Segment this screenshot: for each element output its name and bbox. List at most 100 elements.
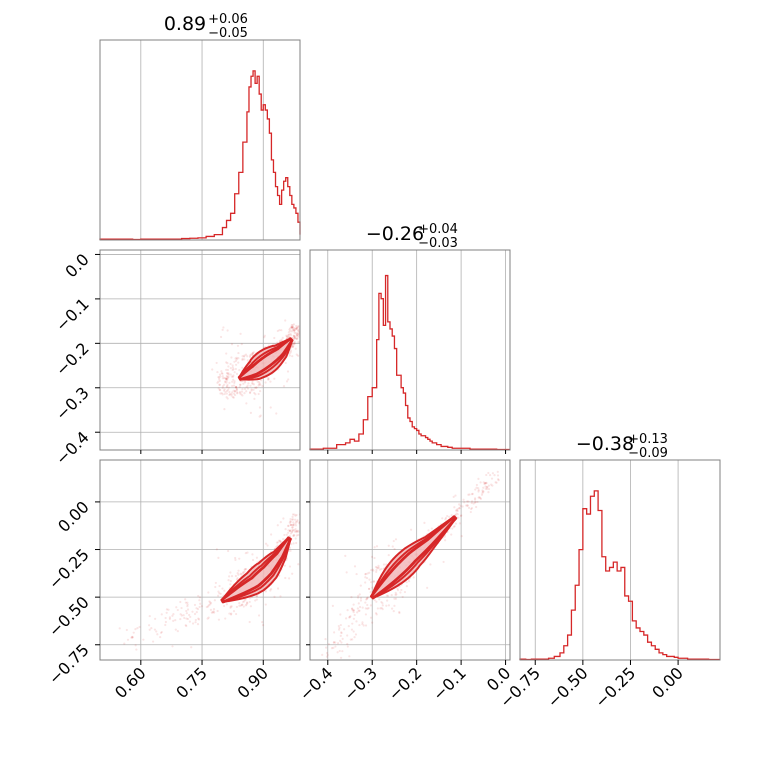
scatter-point bbox=[364, 581, 367, 584]
scatter-point bbox=[470, 507, 474, 510]
scatter-point bbox=[286, 335, 289, 339]
scatter-point bbox=[332, 641, 335, 644]
scatter-point bbox=[292, 344, 295, 347]
scatter-point bbox=[350, 628, 354, 631]
scatter-point bbox=[345, 571, 348, 574]
scatter-point bbox=[370, 568, 373, 572]
scatter-point bbox=[371, 568, 374, 571]
scatter-point bbox=[497, 479, 500, 482]
scatter-point bbox=[193, 612, 197, 616]
scatter-point bbox=[487, 484, 490, 487]
hist-panel-p1: 0.89 +0.06−0.05 bbox=[99, 12, 301, 241]
scatter-point bbox=[276, 329, 279, 333]
scatter-point bbox=[238, 390, 242, 394]
scatter-point bbox=[484, 482, 487, 485]
scatter-point bbox=[293, 342, 296, 345]
scatter-point bbox=[234, 558, 237, 561]
scatter-point bbox=[217, 556, 220, 559]
scatter-point bbox=[227, 373, 230, 376]
scatter-point bbox=[229, 613, 233, 616]
scatter-point bbox=[351, 622, 354, 625]
scatter-point bbox=[486, 486, 489, 489]
scatter-panel-p1-p3 bbox=[100, 460, 300, 660]
scatter-point bbox=[195, 607, 198, 610]
scatter-point bbox=[476, 500, 479, 504]
scatter-point bbox=[221, 587, 224, 590]
scatter-point bbox=[180, 614, 183, 617]
scatter-point bbox=[225, 392, 228, 395]
scatter-point bbox=[490, 483, 493, 486]
x-tick-label: −0.4 bbox=[296, 663, 337, 704]
scatter-point bbox=[225, 371, 229, 375]
scatter-point bbox=[369, 590, 372, 594]
scatter-point bbox=[364, 613, 368, 616]
scatter-point bbox=[470, 501, 473, 504]
scatter-point bbox=[380, 567, 383, 571]
scatter-point bbox=[294, 537, 297, 540]
scatter-point bbox=[284, 576, 287, 580]
scatter-point bbox=[330, 647, 334, 650]
scatter-point bbox=[206, 605, 210, 608]
scatter-point bbox=[248, 620, 251, 624]
scatter-point bbox=[259, 414, 262, 417]
scatter-point bbox=[405, 581, 408, 584]
scatter-point bbox=[482, 486, 485, 489]
scatter-point bbox=[344, 554, 347, 558]
scatter-point bbox=[356, 596, 360, 599]
scatter-point bbox=[239, 383, 242, 386]
scatter-point bbox=[386, 594, 390, 597]
scatter-point bbox=[371, 621, 374, 624]
scatter-point bbox=[188, 620, 191, 623]
scatter-point bbox=[249, 605, 253, 608]
scatter-point bbox=[339, 639, 342, 642]
scatter-point bbox=[160, 630, 163, 634]
scatter-point bbox=[257, 614, 261, 617]
scatter-point bbox=[291, 355, 294, 358]
scatter-point bbox=[185, 624, 188, 628]
scatter-point bbox=[374, 612, 378, 615]
scatter-point bbox=[490, 477, 494, 480]
hist-title-p1: 0.89 bbox=[164, 13, 206, 35]
scatter-point bbox=[400, 588, 403, 592]
scatter-point bbox=[289, 349, 293, 352]
scatter-point bbox=[348, 615, 351, 619]
scatter-point bbox=[236, 344, 240, 347]
scatter-point bbox=[361, 622, 364, 626]
scatter-point bbox=[238, 557, 241, 560]
scatter-point bbox=[407, 580, 411, 583]
scatter-point bbox=[296, 337, 299, 340]
scatter-point bbox=[461, 505, 464, 508]
scatter-point bbox=[219, 392, 222, 395]
scatter-point bbox=[239, 604, 242, 607]
scatter-point bbox=[362, 624, 365, 627]
scatter-point bbox=[370, 555, 374, 558]
scatter-point bbox=[287, 529, 290, 532]
scatter-point bbox=[365, 598, 368, 601]
scatter-point bbox=[463, 501, 466, 504]
scatter-point bbox=[477, 496, 480, 499]
scatter-point bbox=[165, 608, 169, 611]
scatter-point bbox=[238, 392, 242, 395]
scatter-point bbox=[263, 334, 266, 337]
histogram-step-p3 bbox=[519, 490, 720, 661]
scatter-point bbox=[227, 388, 230, 391]
scatter-point bbox=[269, 406, 272, 409]
scatter-point bbox=[185, 609, 188, 613]
scatter-point bbox=[325, 646, 328, 649]
scatter-point bbox=[371, 586, 374, 589]
scatter-point bbox=[244, 567, 248, 571]
scatter-point bbox=[276, 524, 279, 527]
scatter-point bbox=[381, 608, 384, 611]
scatter-point bbox=[258, 406, 262, 409]
scatter-point bbox=[230, 393, 233, 396]
scatter-point bbox=[491, 484, 494, 487]
scatter-point bbox=[321, 653, 324, 656]
scatter-point bbox=[444, 518, 447, 521]
scatter-point bbox=[289, 523, 292, 526]
scatter-point bbox=[452, 525, 456, 528]
scatter-point bbox=[227, 386, 231, 389]
scatter-point bbox=[292, 521, 295, 524]
scatter-point bbox=[245, 603, 248, 606]
scatter-point bbox=[339, 623, 342, 627]
scatter-point bbox=[207, 616, 210, 619]
